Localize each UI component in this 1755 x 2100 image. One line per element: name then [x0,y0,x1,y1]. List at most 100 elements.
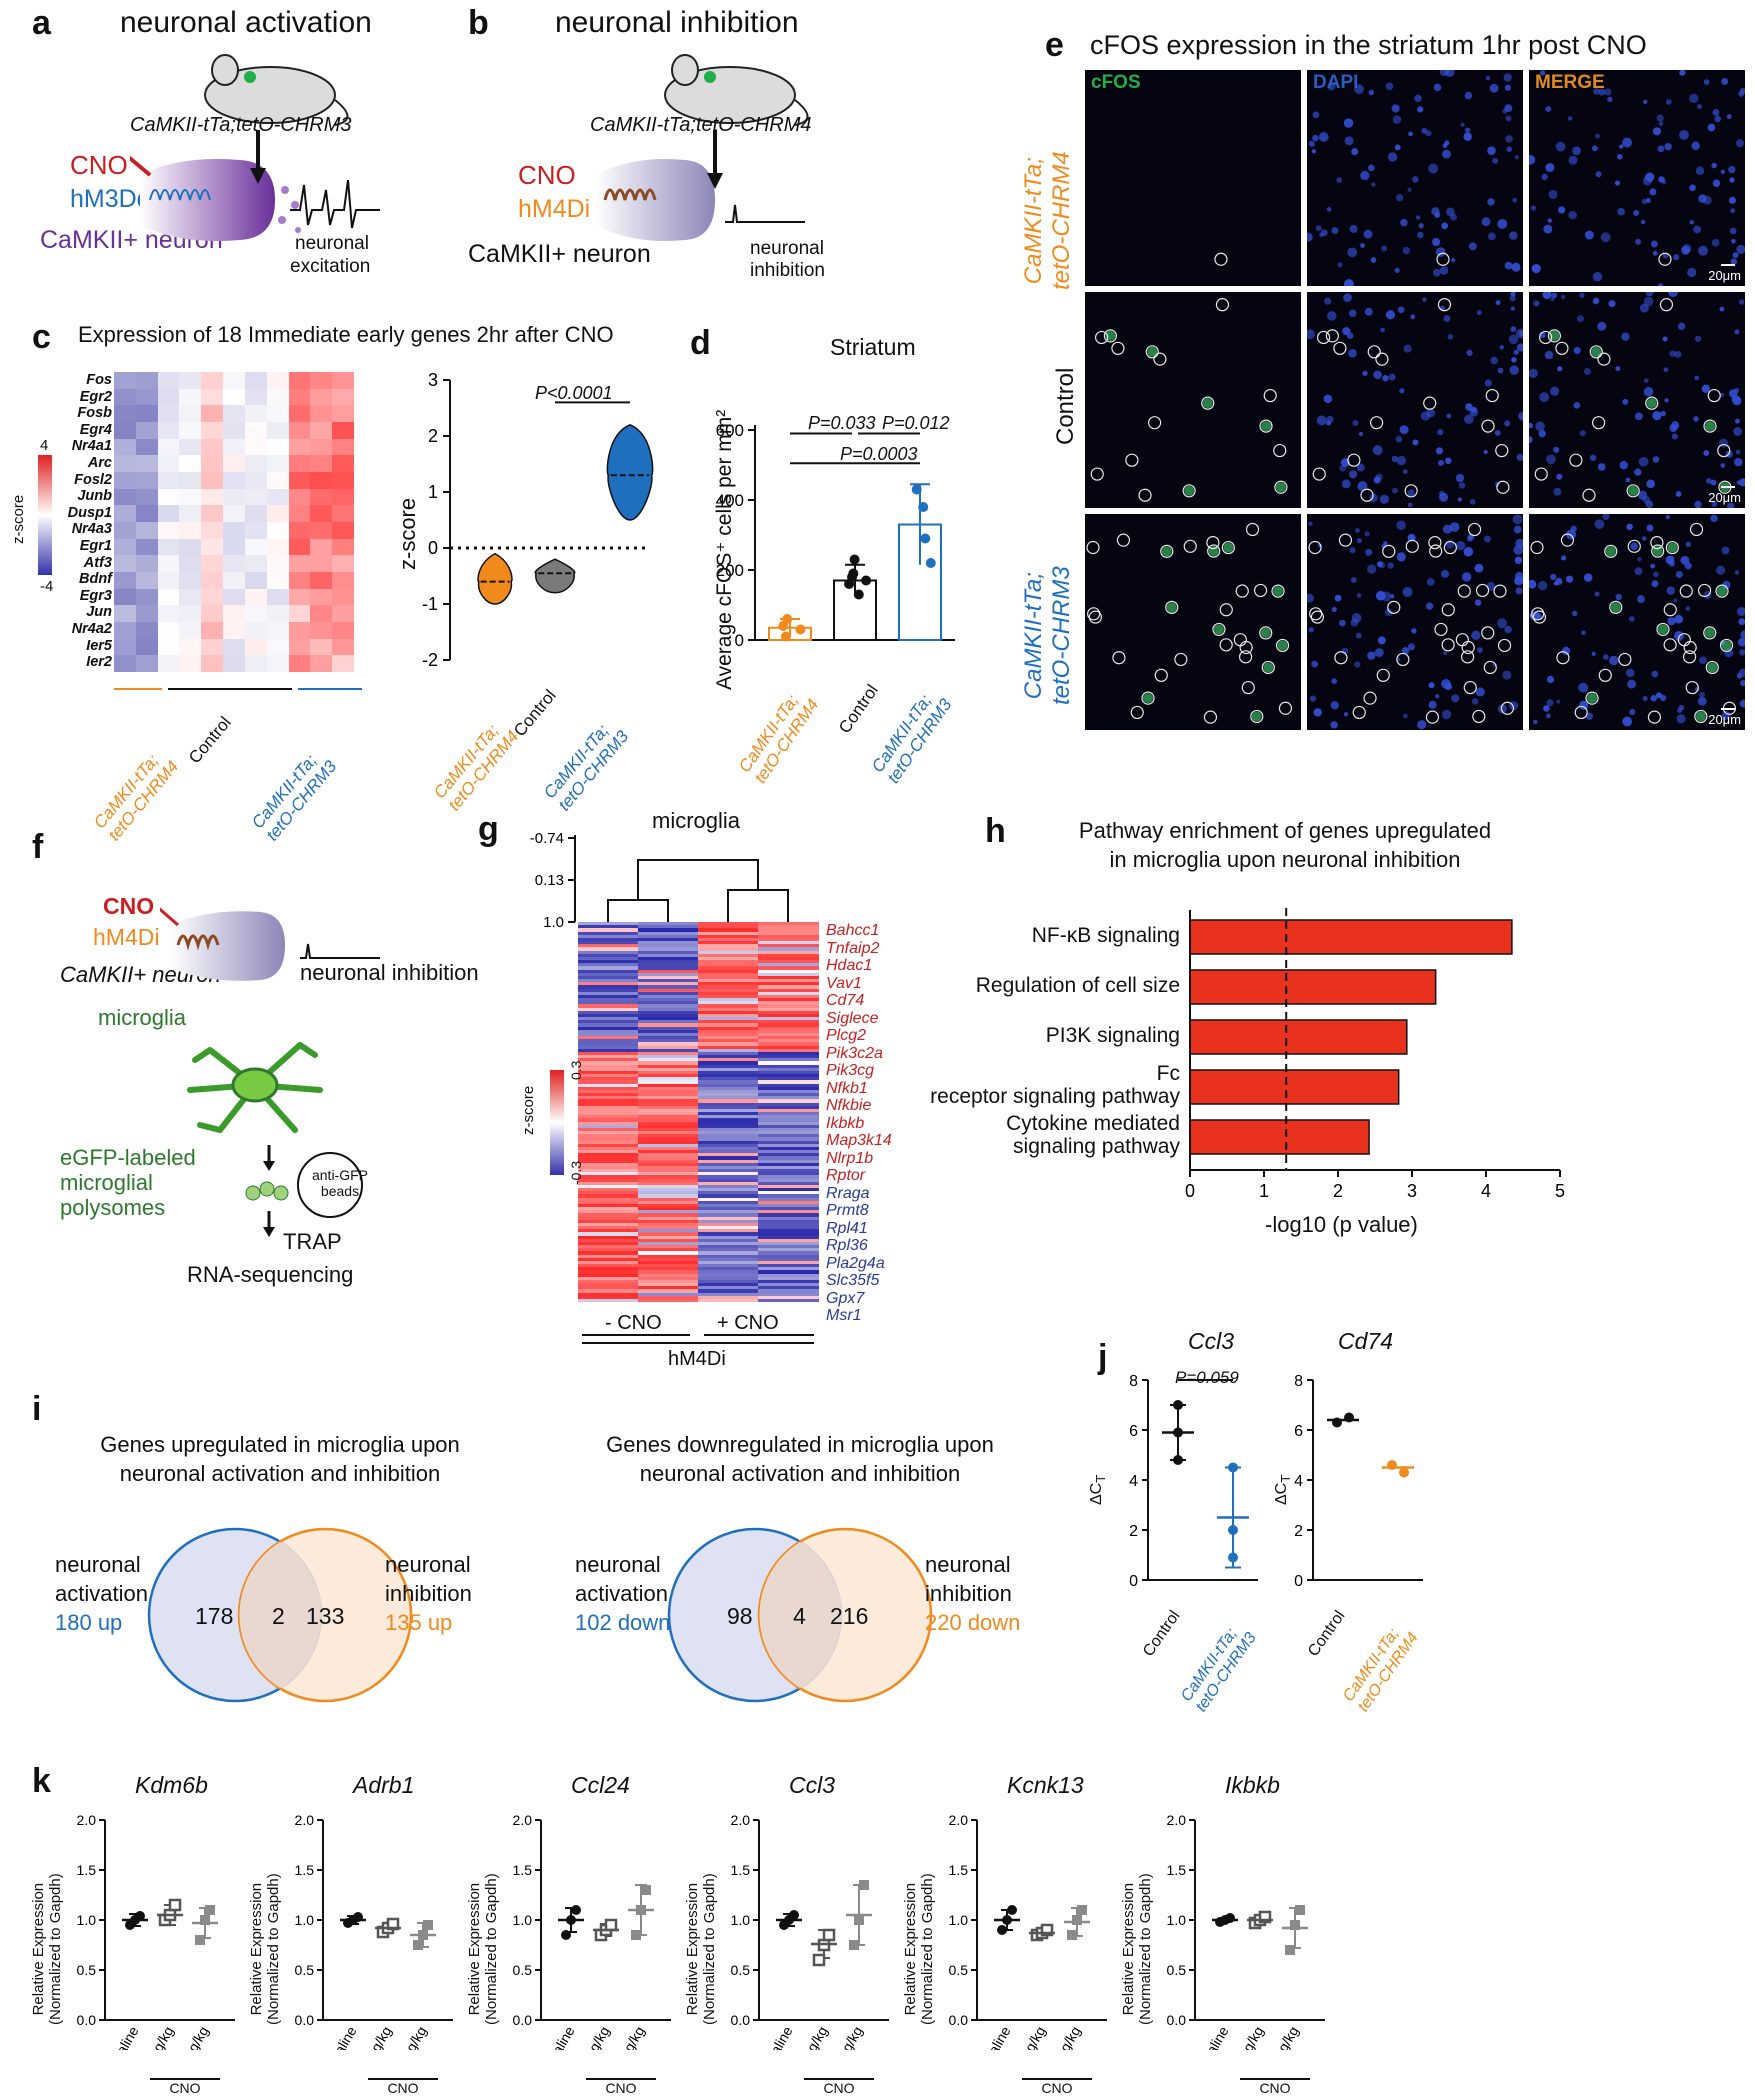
cell-ring [1087,607,1101,621]
panel-h-title-l1: Pathway enrichment of genes upregulated [1078,818,1492,843]
panel-e-row3-label: CaMKII-tTa; tetO-CHRM3 [1020,566,1076,705]
heatmap-g-cell [758,1203,819,1208]
pathway-bar-3 [1189,1069,1400,1105]
heatmap-g-cell [638,1093,699,1097]
nucleus [1685,541,1692,548]
heatmap-g-cell [758,1279,819,1284]
heatmap-g-cell [638,1115,699,1119]
venn-down-act-l2: activation [575,1581,668,1606]
nucleus [1514,155,1519,160]
heatmap-g-cell [758,1235,819,1240]
nucleus [1349,547,1356,554]
ieg-heatmap [114,372,355,673]
nucleus [1731,394,1740,404]
nucleus [1384,608,1393,617]
cfos-cell [1594,418,1604,428]
nucleus [1649,188,1657,196]
cell-ring [1233,633,1247,647]
heatmap-g-cell [758,947,819,951]
heatmap-g-cell [578,1140,639,1145]
cell-ring [1703,626,1717,640]
nucleus [1464,414,1474,424]
k-point [1290,1920,1300,1930]
nucleus [1421,127,1428,134]
nucleus [1597,321,1607,331]
heatmap-g-cell [758,991,819,996]
heatmap-g-cell [638,1061,699,1065]
qpcr-ylabel-2: (Normalized to Gapdh) [483,1873,500,2025]
nucleus [1511,357,1517,363]
heatmap-g-cell [578,998,639,1002]
nucleus [1568,155,1578,165]
heatmap-g-cell [578,988,639,993]
cell-ring [1273,443,1287,458]
venn-up-act-l2: activation [55,1581,148,1606]
nucleus [1497,218,1508,229]
heatmap-g-cell [758,1124,819,1129]
nucleus [1665,515,1670,520]
heatmap-cell [288,622,311,640]
nucleus [1634,468,1642,476]
gene-down-Pla2g4a: Pla2g4a [826,1254,885,1272]
violin-x-chrm4: CaMKII-tTa; tetO-CHRM4 [430,715,522,814]
nucleus [1326,207,1332,212]
heatmap-g-cell [638,1017,699,1021]
heatmap-cell [201,472,224,490]
nucleus [1497,367,1504,374]
heatmap-g-cell [638,1070,699,1075]
nucleus [1729,227,1737,235]
heatmap-cell [266,522,290,540]
heatmap-cell [223,555,246,573]
cfos-cell [1277,640,1288,651]
heatmap-g-cell [698,1270,759,1274]
heatmap-g-cell [758,1042,819,1046]
heatmap-g-cell [758,1055,819,1059]
nucleus [1397,306,1405,314]
cfos-cell [1532,542,1542,552]
heatmap-g-cell [758,937,819,942]
nucleus [1558,206,1566,214]
heatmap-g-cell [578,1153,639,1157]
cell-ring [1658,252,1672,266]
nucleus [1538,429,1546,438]
cell-ring [1370,416,1384,430]
nucleus [1604,88,1612,96]
heatmap-g-cell [638,934,699,939]
heatmap-cell [201,605,224,623]
qpcr-plot-Kcnk13: 2.01.51.00.50.0Saline0.25mg/kg1mg/kg [949,1812,1107,2050]
heatmap-g-cell [758,1026,819,1031]
panel-a-mouse-line: CaMKII-tTa;tetO-CHRM3 [130,114,352,136]
heatmap-cell [201,622,224,640]
cfos-cell [1571,455,1581,465]
cell-ring [1160,544,1174,558]
heatmap-g-cell [578,1115,639,1119]
heatmap-g-cell [638,1051,699,1056]
heatmap-g-cell [638,1140,699,1145]
micro-panel-r3-cfos [1085,514,1301,730]
heatmap-cell [266,438,290,456]
qpcr-cno-label: CNO [586,2078,656,2096]
heatmap-cell [310,438,333,456]
heatmap-g-cell [758,950,819,955]
heatmap-g-cell [638,1048,699,1053]
heatmap-cell [157,372,180,390]
heatmap-g-cell [638,1232,699,1236]
nucleus [1499,345,1504,350]
nucleus [1469,408,1479,417]
cell-ring [1443,540,1457,555]
heatmap-g-cell [638,998,699,1002]
cfos-cell [1223,542,1234,553]
heatmap-g-cell [758,1153,819,1157]
gene-up-Map3k14: Map3k14 [826,1132,892,1149]
heatmap-g-cell [758,1207,819,1211]
heatmap-g-cell [758,1283,819,1287]
nucleus [1512,514,1523,525]
cfos-cell [1147,346,1158,357]
panel-e-row1-label: CaMKII-tTa; tetO-CHRM4 [1020,151,1076,290]
nucleus [1546,699,1554,707]
heatmap-g-cell [698,1048,759,1053]
nucleus [1511,262,1521,272]
heatmap-cell [179,588,202,606]
nucleus [1354,84,1364,95]
